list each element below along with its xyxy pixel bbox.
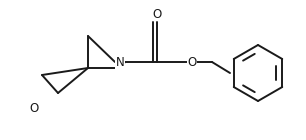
Text: N: N: [116, 55, 124, 68]
Text: O: O: [29, 102, 39, 116]
Text: O: O: [187, 55, 197, 68]
Text: O: O: [152, 8, 162, 20]
